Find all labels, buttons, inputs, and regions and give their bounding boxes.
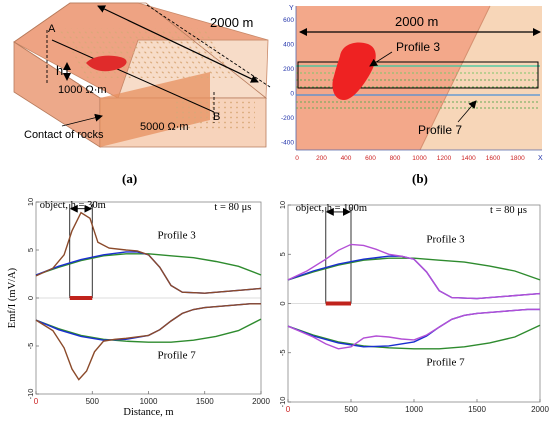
panel-a-point-b: B: [213, 111, 220, 123]
y-tick-label: 0: [278, 301, 287, 305]
series-line-0: [35, 253, 262, 276]
panel-b-profile-7: Profile 7: [418, 123, 462, 137]
object-annotation: object, h = 30m: [40, 200, 106, 211]
panel-a-block-diagram: [13, 2, 271, 148]
x-tick-label: 2000: [252, 397, 270, 406]
map-zone-low-resistivity: [296, 6, 490, 150]
x-tick-label: 1500: [196, 397, 214, 406]
panel-b-caption: (b): [412, 171, 428, 186]
conductive-object: [86, 55, 127, 72]
map-y-tick-label: -200: [281, 115, 294, 122]
map-x-tick-label: 200: [316, 155, 327, 162]
map-x-tick-label: 0: [295, 155, 299, 162]
y-tick-label: 5: [278, 252, 287, 256]
series-line-5: [287, 308, 540, 350]
panel-a-contact-label: Contact of rocks: [24, 129, 104, 141]
panel-a-caption: (a): [122, 171, 137, 186]
x-tick-label: 0: [34, 397, 39, 406]
y-tick-label: -10: [26, 389, 35, 400]
map-x-tick-label: 1800: [510, 155, 525, 162]
series-line-3: [35, 318, 262, 343]
profile-7-leader: [457, 100, 477, 123]
object-extent-bar: [325, 301, 351, 306]
survey-grid-lower: [175, 100, 255, 130]
survey-grid: [56, 28, 236, 78]
panel-a-rho-2: 5000 Ω·m: [140, 121, 189, 133]
x-tick-label: 500: [86, 397, 100, 406]
map-y-tick-label: 200: [283, 66, 294, 73]
profile-7-label: Profile 7: [158, 349, 197, 361]
y-tick-label: 10: [26, 198, 35, 206]
series-line-2: [35, 211, 262, 294]
profile-3-leader: [369, 51, 393, 67]
x-tick-label: 2000: [531, 405, 549, 414]
panel-b-y-letter: Y: [289, 5, 294, 12]
x-tick-label: 500: [344, 405, 358, 414]
profile-frame: [297, 61, 539, 89]
map-conductive-object: [332, 42, 376, 100]
y-tick-label: -10: [278, 397, 287, 408]
length-arrow: [97, 5, 259, 83]
chart-right: 0 500 1000 1500 2000 10 5 0 -5 -10 object, h = 100…: [278, 201, 549, 414]
map-y-tick-label: 0: [290, 91, 294, 98]
panel-a-point-a: A: [48, 23, 56, 35]
x-tick-label: 0: [286, 405, 291, 414]
x-tick-label: 1000: [140, 397, 158, 406]
panel-b-x-ticks: 0 200 400 600 800 1000 1200 1400 1600 1800: [295, 155, 525, 162]
panel-b-y-ticks: 600 400 200 0 -200 -400: [281, 17, 294, 147]
series-line-0: [287, 257, 541, 281]
panel-b-map: [295, 5, 542, 151]
object-extent-bar: [69, 296, 93, 300]
y-tick-label: -5: [278, 349, 287, 356]
panel-a-rho-1: 1000 Ω·m: [58, 84, 107, 96]
series-line-3: [287, 324, 541, 350]
time-annotation: t = 80 μs: [214, 202, 251, 213]
y-tick-label: 5: [26, 248, 35, 252]
map-x-tick-label: 600: [365, 155, 376, 162]
map-y-tick-label: -400: [281, 140, 294, 147]
contact-zone: [100, 72, 210, 147]
panel-a-length-label: 2000 m: [210, 15, 253, 30]
chart-left: 0 500 1000 1500 2000 10 5 0 -5 -10 object, h = 30m…: [7, 198, 270, 418]
panel-b-length-label: 2000 m: [395, 14, 438, 29]
profile-3-label: Profile 3: [158, 229, 197, 241]
panel-a-h-label: h: [56, 63, 63, 78]
panel-b-profile-3: Profile 3: [396, 40, 440, 54]
series-line-2: [287, 243, 541, 300]
series-line-5: [35, 303, 261, 381]
map-y-tick-label: 600: [283, 17, 294, 24]
panel-b-x-letter: X: [538, 155, 543, 162]
x-tick-label: 1000: [405, 405, 423, 414]
y-axis-label: Emf/I (mV/A): [7, 267, 18, 328]
map-x-tick-label: 1400: [461, 155, 476, 162]
y-tick-label: 0: [26, 296, 35, 300]
map-y-tick-label: 400: [283, 42, 294, 49]
time-annotation: t = 80 μs: [490, 205, 527, 216]
map-x-tick-label: 800: [390, 155, 401, 162]
map-x-tick-label: 1000: [412, 155, 427, 162]
object-annotation: object, h = 100m: [296, 203, 367, 214]
x-axis-label: Distance, m: [123, 407, 173, 418]
map-x-tick-label: 1600: [486, 155, 501, 162]
y-tick-label: -5: [26, 343, 35, 350]
x-tick-label: 1500: [468, 405, 486, 414]
contact-leader: [61, 113, 103, 127]
profile-7-label: Profile 7: [426, 357, 465, 369]
map-x-tick-label: 400: [341, 155, 352, 162]
map-x-tick-label: 1200: [437, 155, 452, 162]
profile-3-label: Profile 3: [426, 233, 465, 245]
y-tick-label: 10: [278, 201, 287, 209]
